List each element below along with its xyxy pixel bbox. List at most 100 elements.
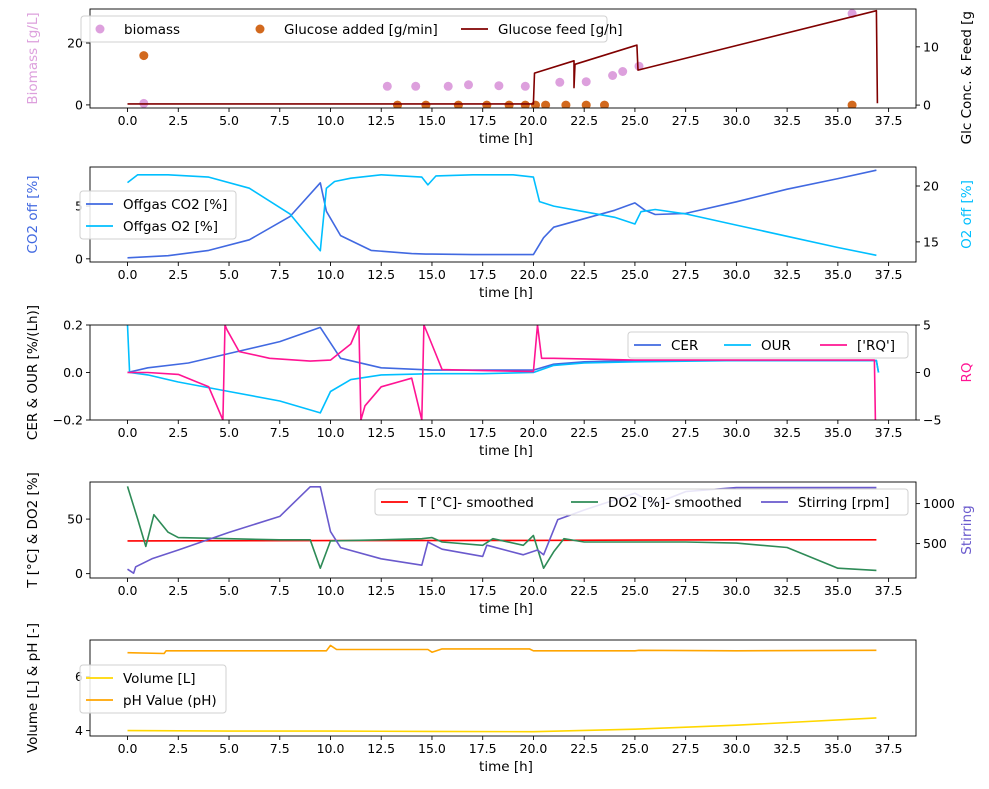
series-group <box>126 325 880 420</box>
plot-frame <box>89 8 917 109</box>
x-tick-label: 15.0 <box>418 113 446 128</box>
data-point-biomass <box>382 81 392 91</box>
y-tick-label: 0 <box>75 566 83 581</box>
series-line--rq- <box>127 325 877 420</box>
x-tick-label: 0.0 <box>118 267 138 282</box>
x-axis-label: time [h] <box>479 131 533 147</box>
legend-marker <box>255 24 265 34</box>
x-tick-label: 2.5 <box>168 741 188 756</box>
x-tick-label: 37.5 <box>875 267 903 282</box>
x-tick-label: 17.5 <box>469 741 497 756</box>
x-tick-label: 27.5 <box>672 583 700 598</box>
x-tick-label: 2.5 <box>168 425 188 440</box>
data-point-biomass <box>464 80 473 90</box>
y-tick-label: 0 <box>75 97 83 112</box>
data-point-biomass <box>634 61 644 71</box>
x-tick-label: 17.5 <box>469 425 497 440</box>
x-tick-label: 35.0 <box>824 425 852 440</box>
y-tick-label: 5 <box>75 199 83 214</box>
legend-marker <box>95 24 105 34</box>
x-tick-label: 7.5 <box>270 425 290 440</box>
data-point-biomass <box>608 71 618 80</box>
x-tick-label: 37.5 <box>875 425 903 440</box>
legend-entry: Volume [L] <box>123 671 196 687</box>
data-point-biomass <box>581 77 591 87</box>
x-tick-label: 22.5 <box>570 741 598 756</box>
x-tick-label: 35.0 <box>824 741 852 756</box>
series-line-do2-smoothed <box>126 486 877 572</box>
x-tick-label: 2.5 <box>168 267 188 282</box>
x-tick-label: 25.0 <box>621 741 649 756</box>
x-tick-label: 22.5 <box>570 267 598 282</box>
x-tick-label: 20.0 <box>520 267 548 282</box>
y-right-axis-label: Glc Conc. & Feed [g <box>959 11 975 144</box>
x-tick-label: 30.0 <box>722 113 750 128</box>
x-tick-label: 17.5 <box>469 583 497 598</box>
x-tick-label: 0.0 <box>118 113 138 128</box>
legend: biomass Glucose added [g/min] Glucose feed… <box>80 15 623 43</box>
series-line-offgas-co2- <box>127 169 877 259</box>
series-group <box>127 9 879 108</box>
series-line-offgas-o2- <box>127 174 877 257</box>
x-tick-label: 15.0 <box>418 267 446 282</box>
x-tick-label: 15.0 <box>418 741 446 756</box>
y-tick-label: 6 <box>75 669 83 684</box>
y-right-tick-label: 0 <box>923 365 931 380</box>
legend-entry: Glucose added [g/min] <box>284 22 438 38</box>
x-tick-label: 17.5 <box>469 113 497 128</box>
y-right-tick-label: 500 <box>923 536 947 551</box>
x-tick-label: 30.0 <box>722 267 750 282</box>
x-tick-label: 30.0 <box>722 583 750 598</box>
x-tick-label: 15.0 <box>418 425 446 440</box>
y-right-tick-label: 1000 <box>923 496 955 511</box>
series-group <box>127 644 877 733</box>
y-right-tick-label: 0 <box>923 98 931 113</box>
legend-box <box>79 664 227 714</box>
data-point-biomass <box>411 81 421 91</box>
x-tick-label: 0.0 <box>118 425 138 440</box>
y-axis-label: CER & OUR [%/(Lh)] <box>25 305 41 440</box>
x-tick-label: 10.0 <box>317 267 345 282</box>
y-right-axis-label: Stirring <box>959 505 975 554</box>
series-line-ph-value-ph- <box>127 644 877 655</box>
y-right-tick-label: 20 <box>923 179 939 194</box>
x-tick-label: 27.5 <box>672 741 700 756</box>
x-tick-label: 22.5 <box>570 583 598 598</box>
x-tick-label: 32.5 <box>773 267 801 282</box>
series-line-our <box>126 325 880 414</box>
x-tick-label: 17.5 <box>469 267 497 282</box>
data-point-biomass <box>555 77 565 87</box>
x-tick-label: 32.5 <box>773 741 801 756</box>
x-tick-label: 37.5 <box>875 583 903 598</box>
x-tick-label: 35.0 <box>824 113 852 128</box>
y-axis-label: T [°C] & DO2 [%] <box>25 472 41 589</box>
y-tick-label: 0 <box>75 251 83 266</box>
x-tick-label: 20.0 <box>520 583 548 598</box>
x-tick-label: 10.0 <box>317 741 345 756</box>
data-point-glucose-added-g-min- <box>600 100 609 108</box>
x-tick-label: 25.0 <box>621 583 649 598</box>
x-tick-label: 20.0 <box>520 113 548 128</box>
legend-entry: Offgas O2 [%] <box>123 219 218 235</box>
x-tick-label: 30.0 <box>722 425 750 440</box>
data-point-biomass <box>618 67 628 76</box>
x-tick-label: 35.0 <box>824 583 852 598</box>
x-tick-label: 20.0 <box>520 741 548 756</box>
series-line-volume-l- <box>127 717 877 733</box>
x-tick-label: 22.5 <box>570 425 598 440</box>
legend-entry: OUR <box>761 338 791 354</box>
x-tick-label: 37.5 <box>875 113 903 128</box>
x-axis-label: time [h] <box>479 443 533 459</box>
y-axis-label: Volume [L] & pH [-] <box>25 623 41 753</box>
x-tick-label: 37.5 <box>875 741 903 756</box>
x-tick-label: 12.5 <box>367 267 395 282</box>
y-tick-label: −0.2 <box>53 413 83 428</box>
data-point-biomass <box>443 81 453 91</box>
x-tick-label: 5.0 <box>219 741 239 756</box>
legend: Offgas CO2 [%] Offgas O2 [%] <box>79 190 237 240</box>
legend-box <box>79 190 237 240</box>
data-point-glucose-added-g-min- <box>581 100 591 108</box>
x-tick-label: 27.5 <box>672 267 700 282</box>
y-right-axis-label: O2 off [%] <box>959 180 975 249</box>
